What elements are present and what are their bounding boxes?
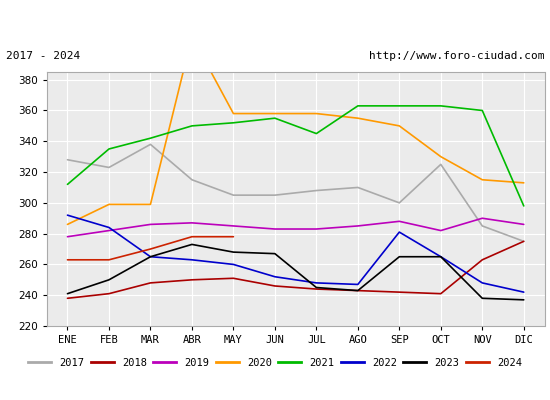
Legend: 2017, 2018, 2019, 2020, 2021, 2022, 2023, 2024: 2017, 2018, 2019, 2020, 2021, 2022, 2023…	[24, 354, 526, 372]
Text: http://www.foro-ciudad.com: http://www.foro-ciudad.com	[369, 51, 544, 61]
Text: 2017 - 2024: 2017 - 2024	[6, 51, 80, 61]
Text: Evolucion del paro registrado en Cubas de la Sagra: Evolucion del paro registrado en Cubas d…	[56, 14, 494, 28]
